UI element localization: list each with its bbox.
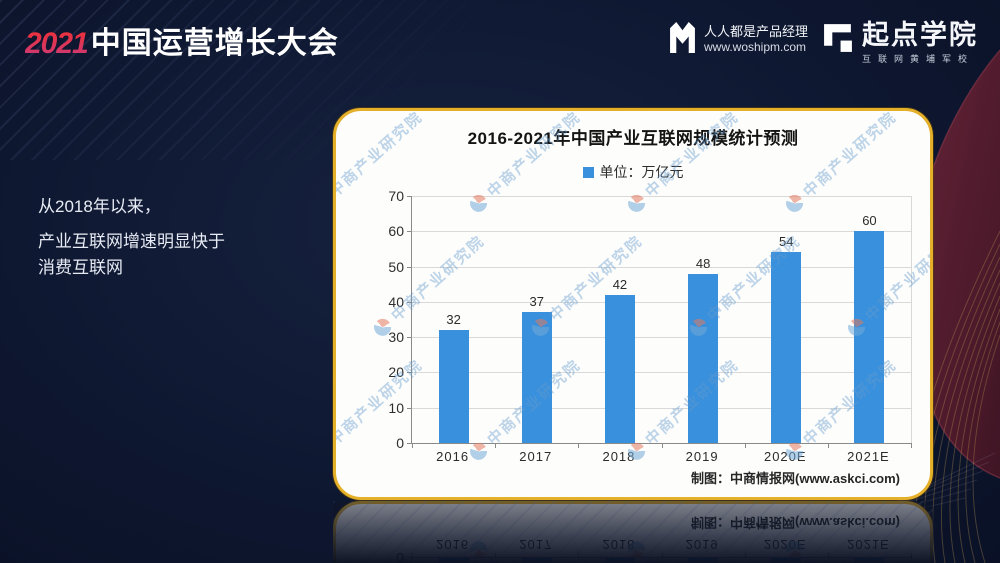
x-tick-mark bbox=[744, 443, 746, 448]
bar-group: 54 bbox=[745, 196, 828, 443]
bar-group: 32 bbox=[412, 196, 495, 443]
woshipm-name: 人人都是产品经理 bbox=[703, 24, 808, 39]
y-tick-mark bbox=[407, 266, 412, 268]
year-text: 2021 bbox=[25, 27, 91, 60]
key-message-line1: 从2018年以来， bbox=[38, 197, 161, 216]
woshipm-m-icon bbox=[670, 21, 695, 54]
y-tick-mark bbox=[407, 301, 412, 303]
gridline bbox=[412, 337, 911, 339]
conference-title: 中国运营增长大会 bbox=[90, 27, 339, 60]
bar bbox=[438, 330, 469, 443]
qidian-name: 起点学院 bbox=[862, 20, 978, 50]
x-tick-mark bbox=[661, 443, 663, 448]
key-message: 从2018年以来， 产业互联网增速明显快于 消费互联网 bbox=[38, 194, 328, 281]
bar-value-label: 48 bbox=[695, 255, 711, 271]
plot-area: 0 10 20 30 40 50 60 70 32 37 42 48 54 60 bbox=[388, 188, 912, 451]
legend-label: 单位：万亿元 bbox=[599, 164, 684, 180]
chart-source: 制图：中商情报网(www.askci.com) bbox=[691, 471, 900, 486]
gridline bbox=[412, 266, 911, 268]
card-reflection: 2016-2021年中国产业互联网规模统计预测 单位：万亿元 010203040… bbox=[333, 501, 933, 563]
bar-group: 37 bbox=[495, 196, 578, 443]
legend-swatch bbox=[582, 166, 594, 178]
qidian-logo-group: 起点学院 互联网黄埔军校 bbox=[822, 21, 978, 65]
bar bbox=[604, 294, 635, 443]
y-tick-mark bbox=[407, 231, 412, 233]
woshipm-texts: 人人都是产品经理 www.woshipm.com bbox=[704, 21, 808, 55]
bar-value-label: 42 bbox=[612, 276, 628, 292]
watermark-text: 中商产业研究院 bbox=[484, 108, 585, 201]
bar bbox=[688, 273, 719, 443]
y-tick-label: 40 bbox=[388, 293, 404, 310]
y-tick-mark bbox=[407, 196, 412, 197]
y-tick-label: 60 bbox=[388, 223, 404, 240]
chart-legend: 单位：万亿元 bbox=[336, 162, 930, 182]
y-tick-label: 20 bbox=[388, 364, 404, 381]
bar-group: 48 bbox=[662, 196, 745, 443]
gridline bbox=[412, 372, 911, 374]
gridline bbox=[412, 196, 911, 197]
x-category-label: 2020E bbox=[763, 449, 807, 464]
x-tick-mark bbox=[495, 443, 497, 448]
x-tick-mark bbox=[578, 443, 580, 448]
bar-group: 60 bbox=[828, 196, 911, 443]
conference-banner: 2021 中国运营增长大会 bbox=[25, 18, 339, 62]
bars-layer: 32 37 42 48 54 60 bbox=[412, 196, 911, 443]
bar-value-label: 37 bbox=[529, 294, 544, 310]
bar-value-label: 60 bbox=[862, 213, 877, 229]
x-category-label: 2016 bbox=[436, 449, 470, 464]
gridline bbox=[412, 301, 911, 303]
x-tick-mark bbox=[911, 443, 912, 448]
x-category-label: 2021E bbox=[847, 449, 890, 464]
watermark-text: 中商产业研究院 bbox=[800, 108, 901, 201]
chart-title: 2016-2021年中国产业互联网规模统计预测 bbox=[467, 129, 799, 148]
bar-value-label: 32 bbox=[446, 312, 461, 328]
x-tick-mark bbox=[412, 443, 413, 448]
y-tick-mark bbox=[407, 372, 412, 374]
bar-value-label: 54 bbox=[779, 234, 794, 250]
x-category-label: 2019 bbox=[685, 449, 719, 464]
watermark-text: 中商产业研究院 bbox=[333, 108, 427, 201]
gridline bbox=[412, 231, 911, 233]
woshipm-url: www.woshipm.com bbox=[703, 40, 807, 54]
qidian-tagline: 互联网黄埔军校 bbox=[862, 54, 975, 64]
key-message-line2: 产业互联网增速明显快于 bbox=[38, 232, 225, 251]
y-tick-label: 30 bbox=[388, 329, 404, 346]
gridline bbox=[412, 407, 911, 409]
x-category-label: 2018 bbox=[602, 449, 636, 464]
key-message-line3: 消费互联网 bbox=[38, 258, 123, 277]
woshipm-logo-group: 人人都是产品经理 www.woshipm.com bbox=[668, 21, 808, 55]
bar bbox=[771, 252, 802, 443]
chart-card: 2016-2021年中国产业互联网规模统计预测 单位：万亿元 0 10 20 30 40… bbox=[333, 108, 933, 500]
y-tick-label: 70 bbox=[388, 188, 404, 204]
y-tick-label: 50 bbox=[388, 258, 404, 275]
y-tick-mark bbox=[407, 443, 412, 444]
bar bbox=[521, 312, 552, 443]
qidian-texts: 起点学院 互联网黄埔军校 bbox=[862, 21, 978, 65]
y-tick-mark bbox=[407, 407, 412, 409]
bar-group: 42 bbox=[578, 196, 661, 443]
y-tick-label: 10 bbox=[388, 399, 404, 416]
x-category-label: 2017 bbox=[519, 449, 553, 464]
x-tick-mark bbox=[827, 443, 829, 448]
qidian-bracket-icon bbox=[824, 24, 852, 52]
reflection-overlay bbox=[333, 501, 933, 563]
y-tick-label: 0 bbox=[396, 435, 404, 451]
bar bbox=[854, 231, 885, 443]
x-axis-labels: 2016 2017 2018 2019 2020E 2021E bbox=[411, 449, 910, 464]
y-tick-mark bbox=[407, 337, 412, 339]
watermark-text: 中商产业研究院 bbox=[642, 108, 743, 201]
partner-logos: 人人都是产品经理 www.woshipm.com 起点学院 互联网黄埔军校 bbox=[668, 21, 978, 65]
